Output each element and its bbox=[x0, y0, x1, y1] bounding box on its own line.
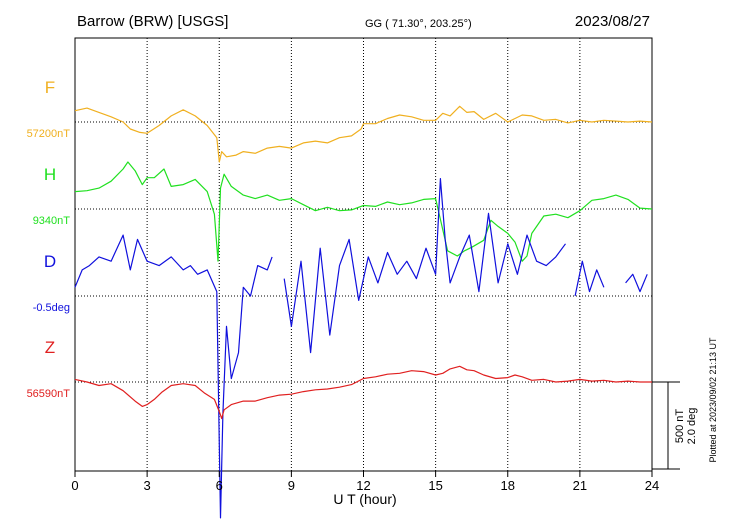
series-baseline-z: 56590nT bbox=[27, 388, 71, 400]
x-tick-label: 0 bbox=[71, 478, 78, 493]
plot-date: 2023/08/27 bbox=[575, 13, 650, 30]
scale-bar-nt-label: 500 nT bbox=[674, 409, 686, 444]
series-line-d bbox=[74, 178, 648, 519]
series-baseline-f: 57200nT bbox=[27, 128, 71, 140]
x-tick-label: 9 bbox=[288, 478, 295, 493]
series-name-d: D bbox=[44, 252, 56, 271]
series-baseline-h: 9340nT bbox=[33, 215, 71, 227]
series-line-f bbox=[74, 105, 653, 163]
x-axis-label: U T (hour) bbox=[333, 491, 396, 507]
x-tick-label: 6 bbox=[216, 478, 223, 493]
scale-bar-deg-label: 2.0 deg bbox=[686, 408, 698, 445]
plot-grid bbox=[75, 38, 652, 471]
series-name-h: H bbox=[44, 165, 56, 184]
x-tick-label: 12 bbox=[356, 478, 370, 493]
x-tick-label: 18 bbox=[501, 478, 515, 493]
series-baseline-d: -0.5deg bbox=[33, 302, 70, 314]
scale-bar: 500 nT 2.0 deg bbox=[652, 381, 698, 470]
x-tick-label: 15 bbox=[428, 478, 442, 493]
series-layer: F 57200nT H 9340nT D -0.5deg Z 56590nT bbox=[27, 78, 653, 519]
series-name-z: Z bbox=[45, 338, 55, 357]
station-coords: GG ( 71.30°, 203.25°) bbox=[365, 18, 472, 30]
series-line-h bbox=[74, 161, 653, 262]
station-title: Barrow (BRW) [USGS] bbox=[77, 13, 228, 30]
series-name-f: F bbox=[45, 78, 55, 97]
x-tick-label: 21 bbox=[573, 478, 587, 493]
plotted-timestamp: Plotted at 2023/09/02 21:13 UT bbox=[708, 337, 718, 463]
x-axis: 0 3 6 9 12 15 18 21 24 bbox=[71, 471, 659, 493]
series-line-z bbox=[74, 365, 652, 420]
x-tick-label: 3 bbox=[144, 478, 151, 493]
x-tick-label: 24 bbox=[645, 478, 659, 493]
